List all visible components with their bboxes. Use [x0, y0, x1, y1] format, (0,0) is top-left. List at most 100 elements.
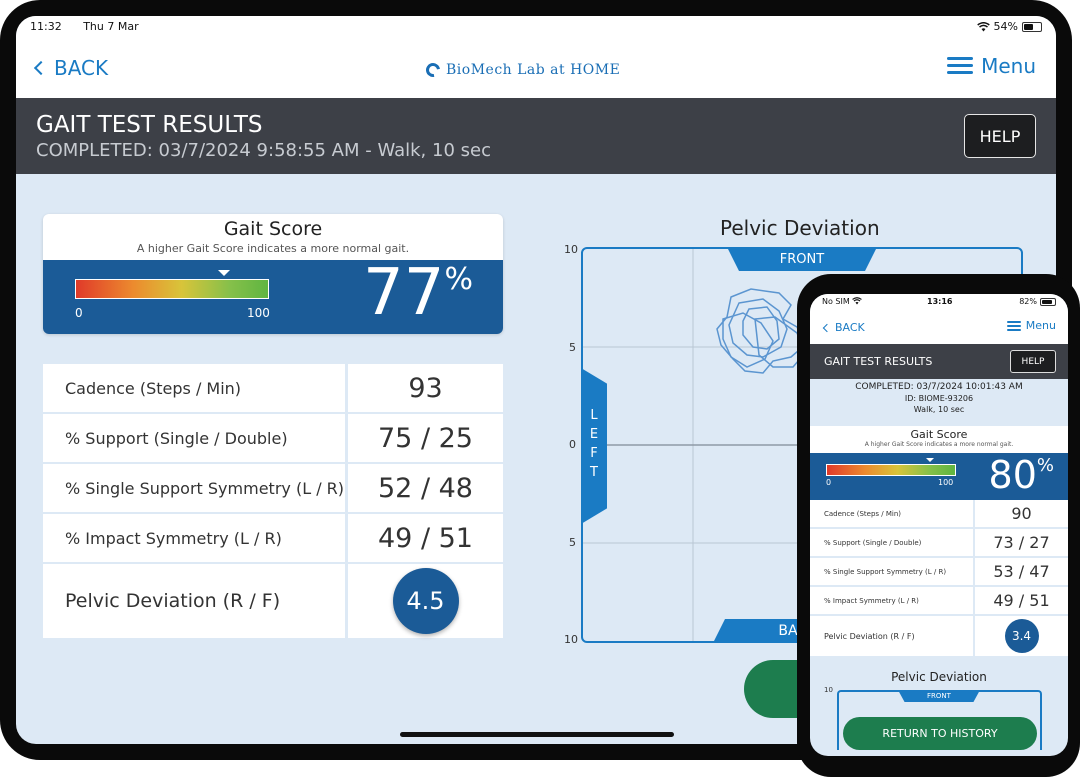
left-tab-label: LEFT — [586, 408, 602, 484]
phone-gait-score-gradient-bar — [826, 464, 956, 476]
status-date: Thu 7 Mar — [83, 20, 139, 33]
battery-icon — [1040, 297, 1056, 306]
phone-menu-button[interactable]: Menu — [1006, 319, 1056, 332]
app-logo: BioMech Lab at HOME — [423, 60, 620, 80]
metric-label: % Support (Single / Double) — [43, 414, 345, 462]
wifi-icon — [852, 297, 863, 305]
metric-label: Cadence (Steps / Min) — [810, 500, 973, 527]
test-id: ID: BIOME-93206 — [904, 394, 974, 403]
nav-bar: BACK BioMech Lab at HOME Menu — [16, 38, 1056, 98]
chevron-left-icon — [822, 323, 832, 332]
home-indicator[interactable] — [400, 732, 674, 737]
pelvic-deviation-title: Pelvic Deviation — [720, 216, 880, 240]
metric-value: 53 / 47 — [975, 558, 1068, 585]
phone-gait-score-value: 80% — [989, 453, 1054, 497]
phone-metric-row-pelvic: Pelvic Deviation (R / F) 3.4 — [810, 616, 1068, 656]
metric-label: Pelvic Deviation (R / F) — [810, 616, 973, 656]
metric-label: % Single Support Symmetry (L / R) — [810, 558, 973, 585]
test-type: Walk, 10 sec — [913, 405, 965, 414]
metric-row-single-support-symmetry: % Single Support Symmetry (L / R) 52 / 4… — [43, 464, 503, 512]
left-tab: LEFT — [581, 368, 607, 524]
menu-label: Menu — [981, 54, 1036, 78]
phone-device: No SIM 13:16 82% BACK Menu GAIT TEST RES… — [797, 274, 1080, 777]
phone-gait-score-title: Gait Score — [910, 428, 968, 441]
phone-nav-bar: BACK Menu — [810, 310, 1068, 344]
metric-value-cell: 3.4 — [975, 616, 1068, 656]
back-label: BACK — [54, 56, 109, 80]
phone-gait-score-card: Gait Score A higher Gait Score indicates… — [810, 426, 1068, 500]
metric-row-pelvic-deviation: Pelvic Deviation (R / F) 4.5 — [43, 564, 503, 638]
metric-label: % Impact Symmetry (L / R) — [43, 514, 345, 562]
metric-value: 49 / 51 — [348, 514, 503, 562]
battery-percent: 54% — [993, 20, 1018, 33]
metrics-table: Cadence (Steps / Min) 93 % Support (Sing… — [43, 364, 503, 640]
gait-score-card: Gait Score A higher Gait Score indicates… — [43, 214, 503, 334]
metric-value: 52 / 48 — [348, 464, 503, 512]
gait-score-title: Gait Score — [223, 218, 323, 240]
page-subtitle: COMPLETED: 03/7/2024 9:58:55 AM - Walk, … — [36, 140, 491, 161]
front-tab: FRONT — [727, 247, 877, 271]
phone-y-tick-label: 10 — [824, 686, 833, 694]
phone-gait-score-band: 0 100 80% — [810, 453, 1068, 500]
gait-score-description: A higher Gait Score indicates a more nor… — [136, 242, 410, 255]
phone-back-label: BACK — [835, 321, 865, 334]
status-time: 11:32 — [30, 20, 62, 33]
phone-status-time: 13:16 — [927, 297, 953, 306]
phone-screen: No SIM 13:16 82% BACK Menu GAIT TEST RES… — [810, 294, 1068, 756]
battery-icon — [1022, 21, 1042, 32]
gait-score-band: 0 100 77% — [43, 256, 503, 334]
metric-value: 75 / 25 — [348, 414, 503, 462]
y-tick-label: 5 — [569, 341, 576, 354]
menu-button[interactable]: Menu — [947, 54, 1036, 78]
phone-test-info: COMPLETED: 03/7/2024 10:01:43 AM ID: BIO… — [810, 382, 1068, 415]
phone-pelvic-deviation-badge: 3.4 — [1004, 619, 1039, 653]
phone-metric-row: % Support (Single / Double) 73 / 27 — [810, 529, 1068, 556]
score-marker-icon — [218, 270, 231, 276]
phone-pelvic-deviation-title: Pelvic Deviation — [891, 670, 987, 684]
page-header: GAIT TEST RESULTS COMPLETED: 03/7/2024 9… — [16, 98, 1056, 174]
metric-label: Pelvic Deviation (R / F) — [43, 564, 345, 638]
status-bar: 11:32 Thu 7 Mar 54% — [16, 16, 1056, 38]
phone-front-tab: FRONT — [898, 690, 980, 702]
phone-gait-score-max: 100 — [938, 478, 954, 487]
phone-metric-row: Cadence (Steps / Min) 90 — [810, 500, 1068, 527]
logo-icon — [423, 60, 443, 80]
metric-value: 93 — [348, 364, 503, 412]
carrier-label: No SIM — [822, 297, 863, 306]
metric-value: 49 / 51 — [975, 587, 1068, 614]
metric-row-support: % Support (Single / Double) 75 / 25 — [43, 414, 503, 462]
phone-status-bar: No SIM 13:16 82% — [810, 294, 1068, 310]
phone-battery-percent: 82% — [1019, 297, 1037, 306]
return-to-history-button[interactable]: RETURN TO HISTORY — [843, 717, 1037, 750]
phone-gait-score-number: 80 — [988, 453, 1037, 497]
metric-label: % Support (Single / Double) — [810, 529, 973, 556]
phone-page-title: GAIT TEST RESULTS — [824, 355, 933, 368]
help-button[interactable]: HELP — [964, 114, 1036, 158]
metric-row-cadence: Cadence (Steps / Min) 93 — [43, 364, 503, 412]
completed-text: COMPLETED: 03/7/2024 10:01:43 AM — [855, 382, 1023, 392]
page-title: GAIT TEST RESULTS — [36, 112, 263, 138]
wifi-icon — [976, 21, 990, 31]
phone-gait-score-min: 0 — [826, 478, 832, 487]
phone-gait-score-description: A higher Gait Score indicates a more nor… — [864, 441, 1014, 448]
hamburger-icon — [1006, 320, 1021, 331]
metric-value: 90 — [975, 500, 1068, 527]
metric-label: % Single Support Symmetry (L / R) — [43, 464, 345, 512]
gait-score-unit: % — [444, 262, 473, 297]
metric-value: 73 / 27 — [975, 529, 1068, 556]
back-button[interactable]: BACK — [33, 56, 109, 80]
gait-score-gradient-bar — [75, 279, 269, 299]
metric-value-cell: 4.5 — [348, 564, 503, 638]
phone-menu-label: Menu — [1025, 319, 1056, 332]
score-marker-icon — [926, 458, 934, 462]
y-tick-label: 5 — [569, 536, 576, 549]
gait-score-min: 0 — [75, 306, 83, 320]
phone-metric-row: % Impact Symmetry (L / R) 49 / 51 — [810, 587, 1068, 614]
phone-page-header: GAIT TEST RESULTS HELP — [810, 344, 1068, 379]
phone-back-button[interactable]: BACK — [822, 321, 865, 334]
metric-label: Cadence (Steps / Min) — [43, 364, 345, 412]
y-tick-label: 0 — [569, 438, 576, 451]
chevron-left-icon — [33, 60, 49, 76]
phone-help-button[interactable]: HELP — [1010, 350, 1056, 373]
pelvic-deviation-badge: 4.5 — [392, 568, 459, 634]
